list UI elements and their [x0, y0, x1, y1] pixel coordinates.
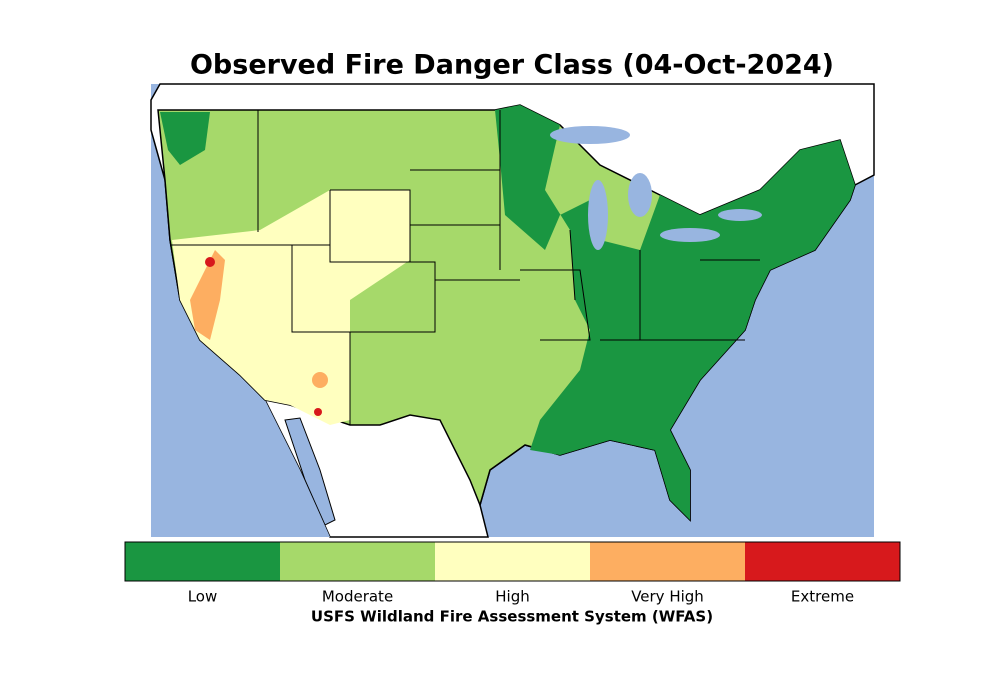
- legend-swatch: [745, 542, 900, 581]
- legend-swatch: [590, 542, 745, 581]
- map-title: Observed Fire Danger Class (04-Oct-2024): [190, 50, 834, 81]
- legend-swatch: [280, 542, 435, 581]
- region-very-high: [190, 250, 225, 340]
- legend-label: Low: [188, 588, 218, 606]
- region-high-west: [172, 190, 410, 425]
- region-low-east: [495, 105, 855, 520]
- legend: Low Moderate High Very High Extreme: [124, 541, 901, 606]
- region-extreme: [205, 257, 215, 267]
- state-borders: [170, 110, 760, 425]
- lake: [628, 173, 652, 217]
- lake: [588, 180, 608, 250]
- legend-label: Very High: [631, 588, 704, 606]
- baja-ocean: [151, 380, 330, 537]
- lake: [718, 209, 762, 221]
- legend-label: Moderate: [322, 588, 393, 606]
- legend-label: High: [495, 588, 529, 606]
- legend-label: Extreme: [791, 588, 854, 606]
- legend-caption: USFS Wildland Fire Assessment System (WF…: [311, 608, 713, 626]
- lake: [550, 126, 630, 144]
- region-low-northwest: [160, 112, 210, 165]
- legend-swatch: [125, 542, 280, 581]
- region-extreme: [314, 408, 322, 416]
- map: [150, 83, 875, 538]
- legend-frame: [124, 541, 901, 582]
- legend-swatch: [435, 542, 590, 581]
- gulf-of-california: [284, 417, 336, 526]
- region-very-high: [312, 372, 328, 388]
- lake: [660, 228, 720, 242]
